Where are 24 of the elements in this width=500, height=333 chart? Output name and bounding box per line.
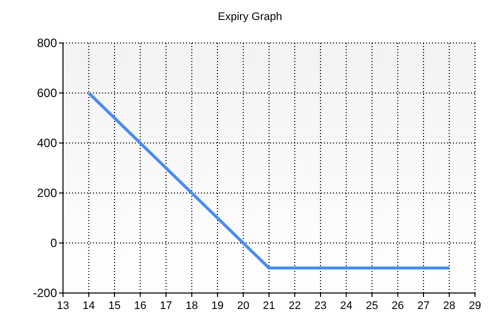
x-tick-label: 19 (211, 300, 224, 312)
x-tick-label: 26 (392, 300, 404, 312)
x-tick-label: 18 (186, 300, 198, 312)
y-tick-label: 200 (36, 186, 58, 200)
x-tick-label: 29 (468, 300, 482, 312)
x-tick-label: 16 (134, 300, 146, 312)
chart-title: Expiry Graph (218, 11, 282, 23)
x-tick-label: 21 (262, 300, 276, 312)
y-tick-label: 400 (36, 136, 58, 150)
x-tick-label: 23 (314, 300, 327, 312)
x-tick-label: 15 (108, 300, 121, 312)
y-tick-label: -200 (32, 286, 58, 300)
y-tick-label: 800 (36, 36, 58, 50)
x-tick-label: 14 (82, 300, 95, 312)
x-tick-label: 25 (366, 300, 378, 312)
x-tick-label: 22 (288, 300, 301, 312)
x-tick-label: 24 (340, 300, 352, 312)
x-tick-label: 27 (417, 300, 430, 312)
x-tick-label: 17 (160, 300, 172, 312)
y-tick-label: 600 (36, 86, 58, 100)
x-tick-label: 20 (237, 300, 250, 312)
y-tick-label: 0 (50, 236, 58, 250)
x-tick-label: 28 (443, 300, 456, 312)
x-tick-label: 13 (56, 300, 70, 312)
